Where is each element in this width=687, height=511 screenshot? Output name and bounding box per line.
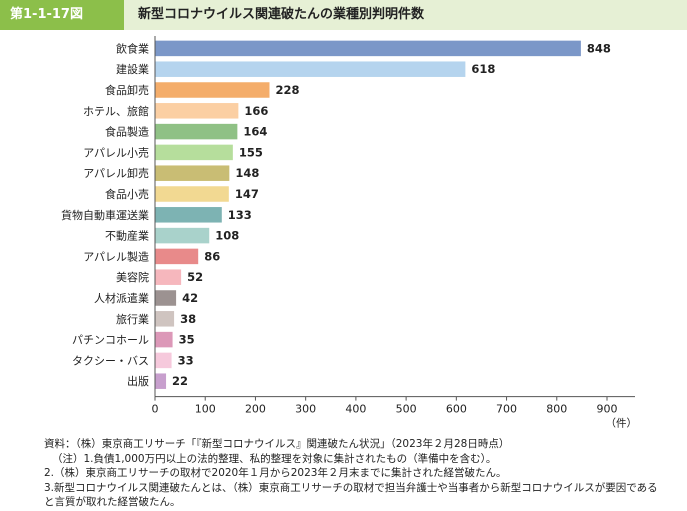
- data-label: 38: [180, 312, 196, 326]
- category-label: 貨物自動車運送業: [61, 208, 149, 222]
- data-label: 42: [182, 291, 198, 305]
- x-tick-label: 500: [396, 403, 417, 416]
- figure-header: 第1-1-17図 新型コロナウイルス関連破たんの業種別判明件数: [0, 0, 687, 30]
- data-label: 108: [215, 229, 239, 243]
- x-tick-label: 900: [597, 403, 618, 416]
- x-tick-label: 700: [496, 403, 517, 416]
- bar-7: [155, 165, 230, 181]
- category-label: 食品小売: [105, 187, 149, 201]
- data-label: 22: [172, 374, 188, 388]
- x-tick-label: 200: [245, 403, 266, 416]
- bar-6: [155, 144, 233, 161]
- bar-5: [155, 123, 238, 140]
- category-label: アパレル製造: [83, 249, 149, 263]
- category-label: 飲食業: [116, 41, 149, 55]
- data-label: 148: [235, 166, 259, 180]
- category-label: 食品卸売: [105, 83, 149, 97]
- bar-11: [155, 248, 199, 265]
- x-tick-label: 800: [546, 403, 567, 416]
- bar-4: [155, 103, 239, 119]
- figure-number: 第1-1-17図: [0, 0, 124, 30]
- note-2: 2.（株）東京商工リサーチの取材で2020年１月から2023年２月末までに集計さ…: [44, 467, 507, 479]
- x-tick-label: 0: [152, 403, 159, 416]
- bar-8: [155, 186, 229, 202]
- category-label: 旅行業: [116, 312, 149, 326]
- bar-10: [155, 227, 210, 244]
- data-label: 618: [471, 62, 495, 76]
- data-label: 228: [276, 83, 300, 97]
- bar-16: [155, 352, 172, 369]
- category-label: 不動産業: [105, 229, 149, 243]
- bar-15: [155, 331, 173, 348]
- notes: 資料：（株）東京商工リサーチ「『新型コロナウイルス』関連破たん状況」（2023年…: [44, 437, 664, 510]
- category-label: アパレル小売: [83, 146, 149, 159]
- category-label: 建設業: [116, 62, 149, 76]
- x-tick-label: 600: [446, 403, 467, 416]
- bar-chart: 飲食業 848 建設業 618 食品卸売 228 ホテル、旅館 166 食品製造 164 アパレル小…: [61, 36, 638, 430]
- category-label: 人材派遣業: [94, 291, 149, 305]
- data-label: 133: [228, 208, 252, 222]
- data-label: 33: [178, 353, 194, 367]
- bar-9: [155, 207, 222, 223]
- bar-2: [155, 61, 466, 77]
- data-label: 848: [587, 41, 611, 55]
- category-label: 美容院: [116, 270, 149, 284]
- data-label: 52: [187, 270, 203, 284]
- data-label: 147: [235, 187, 259, 201]
- data-label: 166: [244, 104, 268, 118]
- category-label: 出版: [127, 374, 149, 388]
- figure-title: 新型コロナウイルス関連破たんの業種別判明件数: [138, 7, 425, 22]
- bar-17: [155, 373, 167, 389]
- category-label: アパレル卸売: [83, 166, 149, 180]
- bar-12: [155, 269, 182, 285]
- category-label: タクシー・バス: [72, 354, 149, 367]
- note-1: （注）1.負債1,000万円以上の法的整理、私的整理を対象に集計されたもの（準備…: [52, 452, 497, 465]
- x-tick-label: 300: [295, 403, 316, 416]
- bar-14: [155, 311, 175, 327]
- x-tick-label: 400: [345, 403, 366, 416]
- bar-1: [155, 40, 581, 57]
- x-tick-label: 100: [195, 403, 216, 416]
- note-3: 3.新型コロナウイルス関連破たんとは、（株）東京商工リサーチの取材で担当弁護士や…: [44, 481, 658, 509]
- category-label: ホテル、旅館: [83, 104, 149, 118]
- x-axis-unit: （件）: [606, 418, 638, 430]
- source-note: 資料：（株）東京商工リサーチ「『新型コロナウイルス』関連破たん状況」（2023年…: [44, 438, 510, 450]
- data-label: 164: [243, 125, 267, 139]
- category-label: 食品製造: [105, 125, 149, 139]
- category-label: パチンコホール: [72, 334, 149, 347]
- data-label: 35: [179, 333, 195, 347]
- data-label: 155: [239, 145, 263, 159]
- data-label: 86: [204, 249, 220, 263]
- bar-13: [155, 290, 177, 306]
- bar-3: [155, 82, 270, 98]
